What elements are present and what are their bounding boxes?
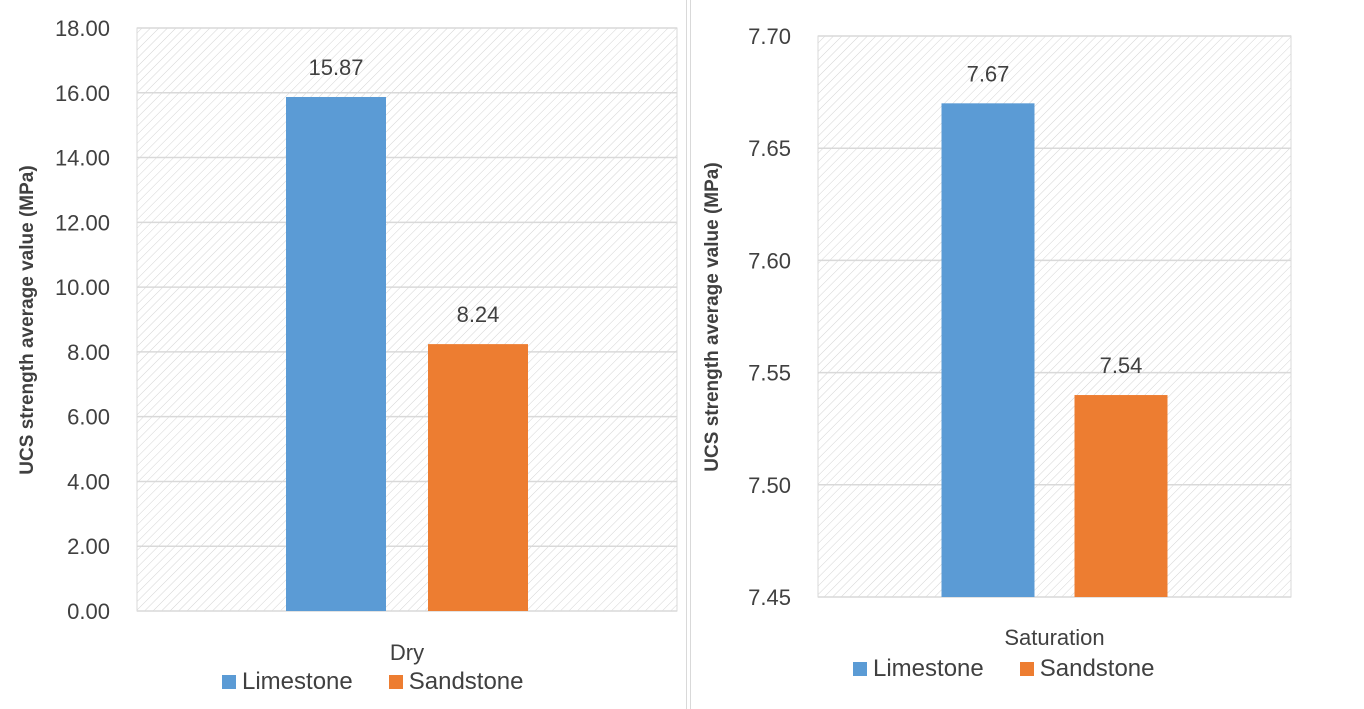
data-label-sandstone: 7.54 <box>1100 353 1143 378</box>
legend-label-sandstone: Sandstone <box>408 668 524 695</box>
legend-label-limestone: Limestone <box>873 655 984 682</box>
y-tick-label: 7.65 <box>748 136 791 161</box>
legend-label-limestone: Limestone <box>242 668 353 695</box>
y-tick-label: 16.00 <box>55 81 110 106</box>
y-tick-label: 7.60 <box>748 248 791 273</box>
y-tick-label: 14.00 <box>55 146 110 171</box>
y-tick-label: 7.50 <box>748 473 791 498</box>
plot-area <box>817 35 1292 598</box>
y-tick-label: 7.55 <box>748 361 791 386</box>
y-tick-label: 18.00 <box>55 16 110 41</box>
data-label-limestone: 7.67 <box>967 61 1010 86</box>
bar-limestone <box>286 96 386 611</box>
data-label-sandstone: 8.24 <box>457 302 500 327</box>
bar-sandstone <box>1074 395 1168 597</box>
y-axis-title: UCS strength average value (MPa) <box>702 162 723 471</box>
legend-swatch-sandstone <box>388 675 403 689</box>
legend-dry: Limestone Sandstone <box>222 668 524 696</box>
x-category-label: Saturation <box>1004 625 1104 650</box>
y-tick-label: 6.00 <box>67 405 110 430</box>
legend-item-sandstone: Sandstone <box>1019 655 1155 683</box>
chart-panel-dry: 0.00 2.00 4.00 6.00 8.00 10.00 12.00 14.00 16.00… <box>17 0 687 709</box>
legend-item-sandstone: Sandstone <box>388 668 524 696</box>
legend-label-sandstone: Sandstone <box>1039 655 1155 682</box>
x-category-label: Dry <box>390 640 424 665</box>
bar-sandstone <box>428 344 528 611</box>
y-tick-label: 10.00 <box>55 275 110 300</box>
y-tick-label: 8.00 <box>67 340 110 365</box>
chart-dry: 0.00 2.00 4.00 6.00 8.00 10.00 12.00 14.00 16.00… <box>17 16 678 665</box>
y-tick-label: 12.00 <box>55 210 110 235</box>
y-axis-title: UCS strength average value (MPa) <box>17 165 38 474</box>
legend-item-limestone: Limestone <box>222 668 353 696</box>
y-tick-label: 2.00 <box>67 534 110 559</box>
y-tick-label: 0.00 <box>67 599 110 624</box>
chart-saturation: 7.45 7.50 7.55 7.60 7.65 7.70 7.67 7.54 Saturati… <box>702 24 1292 650</box>
plot-area <box>136 27 678 612</box>
legend-swatch-limestone <box>853 662 867 676</box>
y-tick-label: 4.00 <box>67 469 110 494</box>
bar-limestone <box>941 103 1035 597</box>
y-tick-label: 7.70 <box>748 24 791 49</box>
chart-panel-saturation: 7.45 7.50 7.55 7.60 7.65 7.70 7.67 7.54 Saturati… <box>690 0 1364 709</box>
legend-swatch-sandstone <box>1019 662 1034 676</box>
legend-item-limestone: Limestone <box>853 655 984 683</box>
data-label-limestone: 15.87 <box>308 55 363 80</box>
legend-saturation: Limestone Sandstone <box>853 655 1155 683</box>
y-tick-label: 7.45 <box>748 585 791 610</box>
legend-swatch-limestone <box>222 675 236 689</box>
